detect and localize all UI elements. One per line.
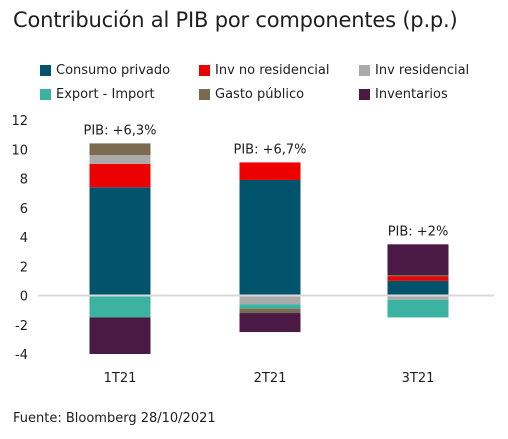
legend-item-inv-residencial: Inv residencial: [359, 63, 469, 78]
legend-label: Inventarios: [375, 87, 448, 102]
y-tick-label: 4: [20, 231, 28, 246]
legend-swatch-inv-no-residencial: [199, 65, 210, 76]
chart-legend: Consumo privado Inv no residencial Inv r…: [0, 0, 508, 110]
bar-segment-inv-no-residencial: [89, 163, 151, 188]
pib-annotation: PIB: +6,7%: [233, 142, 306, 157]
y-tick-label: 12: [11, 114, 28, 129]
y-tick-label: 2: [20, 260, 28, 275]
legend-item-consumo-privado: Consumo privado: [40, 63, 170, 78]
legend-label: Gasto público: [215, 87, 305, 102]
pib-annotation: PIB: +2%: [388, 224, 449, 239]
legend-label: Inv no residencial: [215, 63, 330, 78]
bar-segment-inv-no-residencial: [239, 162, 301, 180]
y-tick-label: -2: [15, 319, 28, 334]
legend-item-inv-no-residencial: Inv no residencial: [199, 63, 330, 78]
bar-segment-export-import: [387, 299, 449, 318]
x-category-label: 3T21: [402, 371, 435, 386]
x-category-label: 2T21: [254, 371, 287, 386]
bar-segment-inv-residencial: [89, 155, 151, 164]
legend-item-gasto-publico: Gasto público: [199, 87, 304, 102]
legend-swatch-export-import: [40, 89, 51, 100]
bar-segment-inventarios: [239, 313, 301, 333]
bar-segment-inv-residencial: [387, 295, 449, 300]
bar-segment-consumo-privado: [89, 187, 151, 296]
y-tick-label: 0: [20, 290, 28, 305]
legend-label: Consumo privado: [56, 63, 171, 78]
y-tick-label: 8: [20, 173, 28, 188]
bar-segment-gasto-p-blico: [239, 308, 301, 314]
bar-segment-export-import: [89, 295, 151, 318]
legend-label: Export - Import: [56, 87, 155, 102]
chart-title: Contribución al PIB por componentes (p.p…: [13, 8, 458, 32]
bar-segment-inventarios: [387, 244, 449, 276]
bar-segment-inventarios: [89, 317, 151, 354]
legend-item-export-import: Export - Import: [40, 87, 155, 102]
bar-segment-gasto-p-blico: [387, 275, 449, 277]
legend-swatch-consumo-privado: [40, 65, 51, 76]
bar-segment-export-import: [239, 304, 301, 309]
source-note: Fuente: Bloomberg 28/10/2021: [13, 411, 216, 426]
y-tick-label: -4: [15, 348, 28, 363]
legend-item-inventarios: Inventarios: [359, 87, 448, 102]
legend-swatch-inventarios: [359, 89, 370, 100]
legend-swatch-inv-residencial: [359, 65, 370, 76]
bar-segment-consumo-privado: [387, 280, 449, 296]
y-tick-label: 10: [11, 143, 28, 158]
bar-segment-inv-residencial: [239, 295, 301, 305]
bar-segment-gasto-p-blico: [89, 143, 151, 156]
pib-annotation: PIB: +6,3%: [83, 123, 156, 138]
legend-swatch-gasto-publico: [199, 89, 210, 100]
legend-label: Inv residencial: [375, 63, 470, 78]
y-tick-label: 6: [20, 202, 28, 217]
bar-segment-consumo-privado: [239, 179, 301, 296]
bar-segment-inv-no-residencial: [387, 276, 449, 281]
stacked-bar-chart: 12 10 8 6 4 2 0 -2 -4 PIB: +6,3% 1T21 PIB: +6,7% 2T2…: [11, 114, 494, 386]
x-category-label: 1T21: [104, 371, 137, 386]
